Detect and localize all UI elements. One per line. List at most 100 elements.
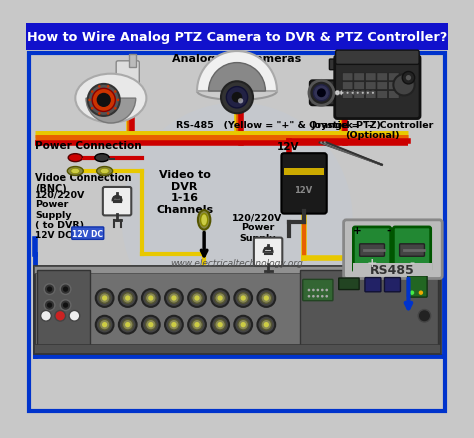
Circle shape [356,92,359,95]
Circle shape [308,295,310,298]
Text: RS485: RS485 [370,264,415,276]
Circle shape [321,289,324,292]
Circle shape [188,316,206,334]
Text: Vidoe Connection
(BNC): Vidoe Connection (BNC) [36,172,132,194]
Circle shape [309,81,334,106]
Circle shape [121,103,353,334]
FancyBboxPatch shape [336,51,419,65]
Circle shape [365,92,370,96]
Circle shape [188,290,206,307]
Ellipse shape [198,211,210,230]
Text: RS-485   (Yellow = "+" & Orange = "-"): RS-485 (Yellow = "+" & Orange = "-") [176,121,381,130]
Circle shape [171,322,177,328]
Circle shape [44,284,55,295]
Circle shape [91,91,93,94]
Circle shape [191,320,202,330]
Text: +       -: + - [353,225,391,235]
Circle shape [257,290,275,307]
Circle shape [393,75,415,96]
FancyBboxPatch shape [365,278,381,292]
FancyBboxPatch shape [354,74,365,81]
FancyBboxPatch shape [408,276,427,297]
Circle shape [406,76,411,81]
Circle shape [194,322,200,328]
Text: www.electricaltechnology.org: www.electricaltechnology.org [171,258,303,267]
Circle shape [402,72,415,85]
Circle shape [221,82,253,114]
Circle shape [361,92,365,96]
Circle shape [261,293,272,304]
FancyBboxPatch shape [365,92,376,99]
Circle shape [257,316,275,334]
FancyBboxPatch shape [389,74,399,81]
Ellipse shape [67,167,83,176]
Circle shape [63,303,68,308]
Bar [37,270,91,350]
FancyBboxPatch shape [310,81,383,106]
FancyBboxPatch shape [389,82,399,91]
Circle shape [313,85,329,102]
Ellipse shape [95,154,109,162]
Text: 120/220V
Power
Supply
( to DVR): 120/220V Power Supply ( to DVR) [36,190,86,230]
Circle shape [171,296,177,301]
Circle shape [69,311,80,321]
FancyBboxPatch shape [303,280,333,301]
FancyBboxPatch shape [377,92,388,99]
Circle shape [97,94,111,108]
Circle shape [41,311,51,321]
Text: Video to
DVR
1-16
Channels: Video to DVR 1-16 Channels [156,170,213,214]
Text: Joystick PTZ Controller
(Optional): Joystick PTZ Controller (Optional) [312,120,434,140]
Circle shape [317,89,326,98]
FancyBboxPatch shape [282,154,327,214]
Circle shape [325,295,328,298]
FancyBboxPatch shape [329,60,363,71]
Circle shape [317,295,319,298]
Bar [128,55,136,68]
Circle shape [96,316,113,334]
Circle shape [191,293,202,304]
Circle shape [114,108,117,110]
Circle shape [165,316,183,334]
FancyBboxPatch shape [335,57,420,119]
Bar [300,270,438,350]
Ellipse shape [201,214,208,226]
Bar [354,264,431,276]
Circle shape [215,293,226,304]
Text: 12V
DC: 12V DC [277,141,300,163]
Circle shape [142,316,160,334]
FancyBboxPatch shape [365,74,376,81]
Bar [108,158,115,161]
FancyBboxPatch shape [389,92,399,99]
Circle shape [234,290,252,307]
Circle shape [321,295,324,298]
Circle shape [92,89,115,112]
FancyBboxPatch shape [354,82,365,91]
Wedge shape [86,99,136,124]
Circle shape [238,293,248,304]
Circle shape [372,92,374,95]
Text: 12V DC: 12V DC [36,230,72,239]
Bar [82,158,89,161]
Circle shape [146,293,156,304]
Circle shape [350,92,355,96]
Circle shape [125,322,130,328]
Circle shape [325,289,328,292]
Bar [284,169,324,176]
Circle shape [418,310,431,322]
Text: -: - [410,256,415,269]
Circle shape [341,92,344,95]
Circle shape [215,320,226,330]
FancyBboxPatch shape [103,187,131,216]
Bar [342,62,351,84]
Circle shape [337,92,338,95]
Circle shape [88,99,91,102]
Circle shape [169,293,179,304]
Circle shape [232,93,242,103]
Circle shape [419,291,423,295]
Circle shape [99,293,110,304]
Circle shape [125,296,130,301]
Ellipse shape [75,74,146,123]
Circle shape [122,293,133,304]
Circle shape [119,316,137,334]
Circle shape [356,92,360,96]
